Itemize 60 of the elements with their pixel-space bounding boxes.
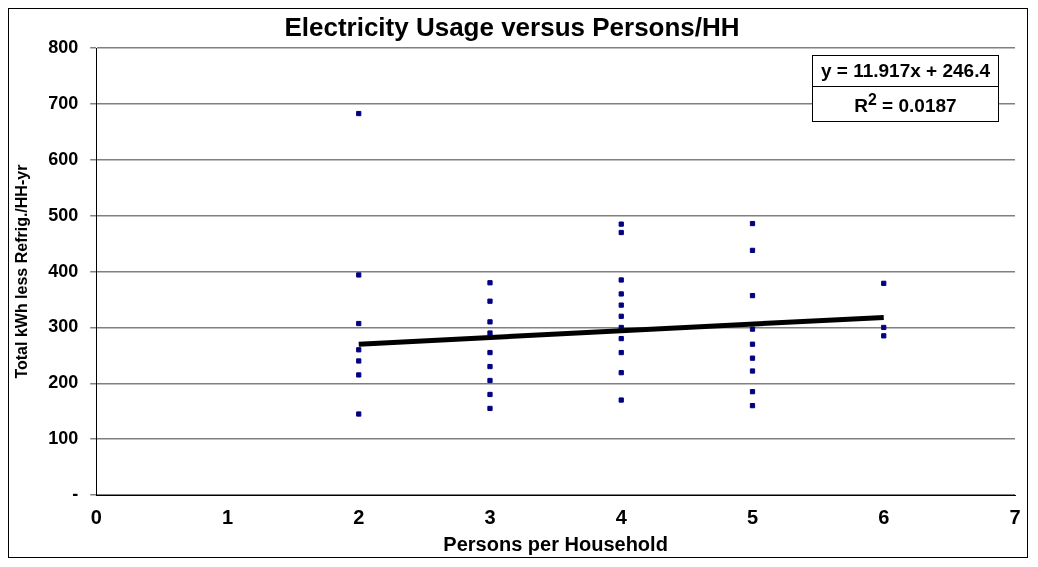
- x-tick-label: 1: [221, 505, 234, 528]
- y-axis-title: Total kWh less Refrig./HH-yr: [13, 164, 31, 379]
- point: [618, 229, 624, 236]
- point: [881, 333, 887, 339]
- point: [356, 110, 362, 117]
- point: [356, 272, 362, 278]
- point: [749, 368, 756, 374]
- point: [618, 313, 624, 319]
- point: [356, 347, 362, 353]
- y-tick-label: 100: [48, 428, 79, 449]
- point: [356, 320, 362, 327]
- x-tick-label: 6: [878, 505, 890, 528]
- point: [487, 298, 493, 304]
- x-axis-title: Persons per Household: [443, 532, 668, 555]
- point: [618, 336, 624, 342]
- point: [618, 277, 624, 283]
- point: [749, 403, 756, 409]
- y-tick-label: 300: [48, 316, 79, 337]
- point: [881, 324, 887, 331]
- point: [487, 377, 493, 384]
- point: [487, 405, 493, 412]
- point: [618, 302, 624, 308]
- point: [749, 389, 756, 395]
- point: [487, 391, 493, 398]
- y-tick-label: 200: [48, 372, 79, 393]
- x-tick-label: 2: [353, 505, 365, 528]
- point: [356, 372, 362, 378]
- y-tick-label: 500: [48, 204, 79, 225]
- y-tick-label: 400: [48, 260, 79, 281]
- y-tick-label: 700: [48, 93, 79, 114]
- y-tick-label: 800: [48, 37, 79, 58]
- point: [487, 319, 493, 325]
- point: [618, 291, 624, 297]
- point: [881, 280, 887, 286]
- annotation: R$^{2}$ = 0.0187: [812, 86, 998, 122]
- point: [356, 358, 362, 364]
- point: [356, 411, 362, 417]
- x-tick-label: 0: [90, 505, 102, 528]
- point: [487, 280, 493, 286]
- x-tick-label: 7: [1009, 505, 1021, 528]
- point: [487, 330, 493, 336]
- point: [749, 326, 756, 332]
- annotation: y = 11.917x + 246.4: [819, 59, 991, 83]
- point: [749, 355, 756, 361]
- point: [618, 221, 624, 227]
- point: [487, 363, 493, 370]
- point: [618, 370, 624, 376]
- x-tick-label: 4: [615, 505, 628, 528]
- point: [487, 349, 493, 356]
- point: [749, 247, 756, 253]
- point: [618, 349, 624, 356]
- x-tick-label: 5: [746, 505, 759, 528]
- chart-title: Electricity Usage versus Persons/HH: [284, 11, 740, 42]
- y-tick-label: 600: [48, 148, 79, 169]
- point: [749, 220, 756, 227]
- point: [749, 292, 756, 299]
- x-tick-label: 3: [484, 505, 496, 528]
- point: [618, 397, 624, 403]
- point: [749, 341, 756, 347]
- y-tick-label: -: [72, 483, 79, 504]
